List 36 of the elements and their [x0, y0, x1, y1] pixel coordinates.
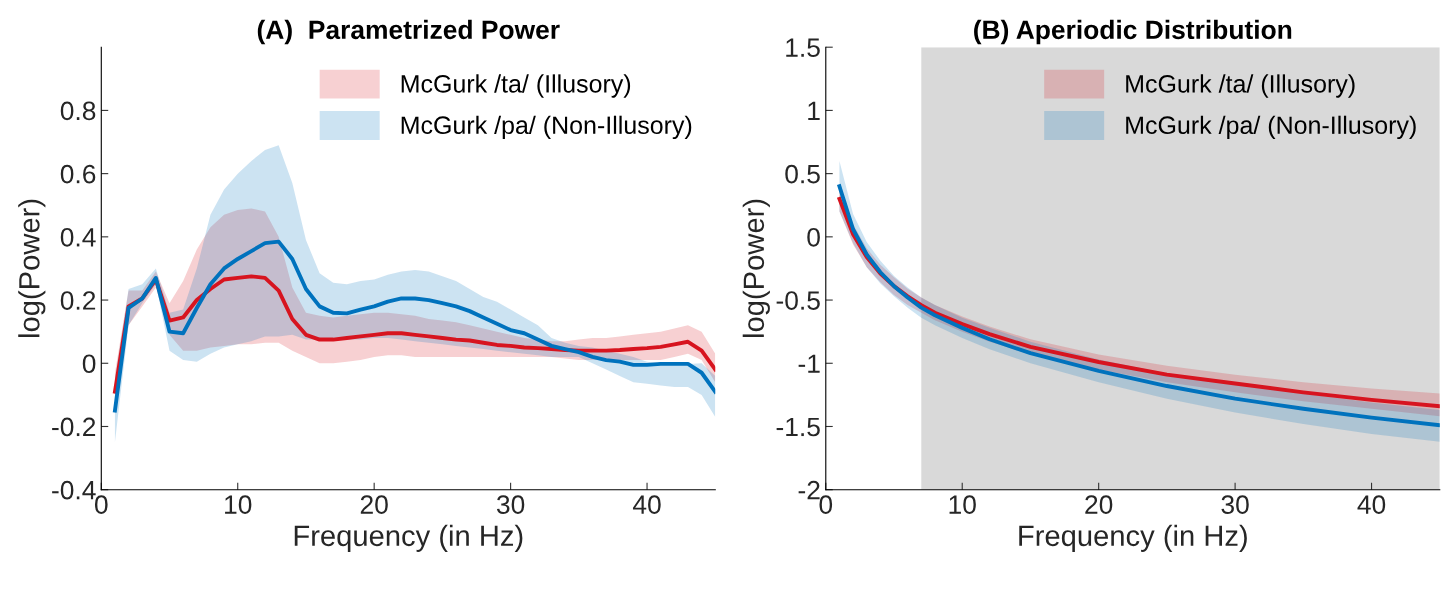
- x-tick-label: 0: [94, 495, 108, 514]
- x-tick-label: 10: [949, 495, 976, 514]
- x-tick-label: 20: [1085, 495, 1113, 514]
- x-tick-label: 40: [1357, 495, 1386, 514]
- y-tick-label: -0.5: [776, 291, 820, 310]
- x-axis-title: Frequency (in Hz): [1019, 524, 1247, 552]
- x-tick-label: 20: [360, 495, 388, 514]
- y-axis-title: log(Power): [18, 199, 46, 337]
- y-tick-label: 0.2: [60, 291, 96, 310]
- y-tick-label: 0: [807, 227, 820, 247]
- y-tick-label: 0: [82, 354, 96, 374]
- y-tick-label: -1: [798, 354, 820, 373]
- y-tick-label: -0.2: [52, 417, 96, 437]
- x-tick-label: 40: [632, 495, 661, 514]
- legend-label: McGurk /ta/ (Illusory): [401, 74, 631, 98]
- y-tick-label: 0.8: [60, 101, 96, 121]
- x-tick-label: 0: [819, 495, 833, 514]
- y-tick-label: 1: [808, 101, 820, 120]
- legend-label: McGurk /pa/ (Non-Illusory): [1126, 115, 1416, 140]
- x-tick-label: 30: [496, 495, 525, 514]
- legend-label: McGurk /ta/ (Illusory): [1126, 74, 1355, 98]
- y-tick-label: 0.4: [60, 227, 96, 247]
- line-series: [112, 239, 716, 413]
- y-tick-label: 0.5: [785, 164, 820, 184]
- x-tick-label: 10: [225, 495, 252, 514]
- legend-label: McGurk /pa/ (Non-Illusory): [401, 115, 692, 140]
- chart-title: (B) Aperiodic Distribution: [974, 19, 1292, 45]
- x-tick-label: 30: [1221, 495, 1249, 514]
- chart-title: (A) Parametrized Power: [257, 19, 560, 45]
- x-axis-title: Frequency (in Hz): [294, 524, 523, 552]
- y-tick-label: -1.5: [776, 417, 820, 437]
- y-tick-label: -0.4: [52, 480, 96, 500]
- y-tick-label: 0.6: [60, 164, 96, 184]
- y-axis-title: log(Power): [742, 199, 770, 337]
- y-tick-label: 1.5: [786, 38, 820, 58]
- y-tick-label: -2: [798, 480, 820, 500]
